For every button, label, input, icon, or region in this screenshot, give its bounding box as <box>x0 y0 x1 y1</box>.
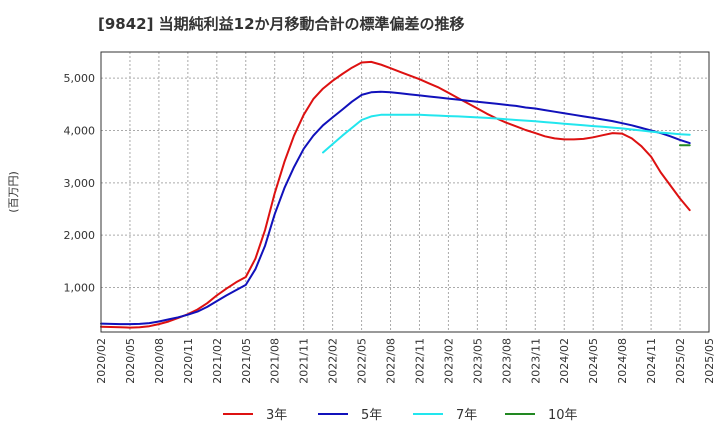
x-tick-label: 2024/08 <box>616 338 629 384</box>
x-tick-label: 2020/11 <box>182 338 195 384</box>
series-line-1 <box>100 60 691 329</box>
legend-label: 3年 <box>266 408 287 423</box>
x-tick-label: 2025/05 <box>703 338 716 384</box>
x-tick-label: 2023/05 <box>471 338 484 384</box>
legend-label: 7年 <box>456 408 477 423</box>
x-tick-label: 2025/02 <box>674 338 687 384</box>
x-tick-label: 2021/08 <box>269 338 282 384</box>
legend-label: 5年 <box>361 408 382 423</box>
x-tick-label: 2022/02 <box>327 338 340 384</box>
x-tick-label: 2021/05 <box>240 338 253 384</box>
legend: 3年 5年 7年 10年 <box>223 408 578 423</box>
series-line-3 <box>322 113 691 154</box>
y-tick-label: 5,000 <box>64 72 96 85</box>
chart-title: [9842] 当期純利益12か月移動合計の標準偏差の推移 <box>98 15 465 33</box>
series-layer <box>100 60 691 329</box>
x-tick-label: 2020/05 <box>124 338 137 384</box>
y-tick-label: 4,000 <box>64 125 96 138</box>
plot-frame <box>100 51 710 333</box>
x-tick-label: 2022/08 <box>385 338 398 384</box>
y-tick-label: 1,000 <box>64 282 96 295</box>
x-tick-label: 2024/05 <box>587 338 600 384</box>
series-line-2 <box>100 90 691 326</box>
x-axis: 2020/02 2020/05 2020/08 2020/11 2021/02 2021/… <box>95 338 716 384</box>
x-tick-label: 2020/08 <box>153 338 166 384</box>
x-tick-label: 2022/05 <box>356 338 369 384</box>
legend-label: 10年 <box>548 408 578 423</box>
x-tick-label: 2021/02 <box>211 338 224 384</box>
y-tick-label: 2,000 <box>64 229 96 242</box>
x-tick-label: 2023/08 <box>500 338 513 384</box>
y-axis: 1,000 2,000 3,000 4,000 5,000 <box>64 72 96 294</box>
x-tick-label: 2023/11 <box>529 338 542 384</box>
x-tick-label: 2022/11 <box>413 338 426 384</box>
y-axis-label: (百万円) <box>7 171 20 213</box>
x-tick-label: 2021/11 <box>298 338 311 384</box>
y-tick-label: 3,000 <box>64 177 96 190</box>
x-tick-label: 2020/02 <box>95 338 108 384</box>
x-tick-label: 2023/02 <box>442 338 455 384</box>
x-tick-label: 2024/11 <box>645 338 658 384</box>
x-tick-label: 2024/02 <box>558 338 571 384</box>
